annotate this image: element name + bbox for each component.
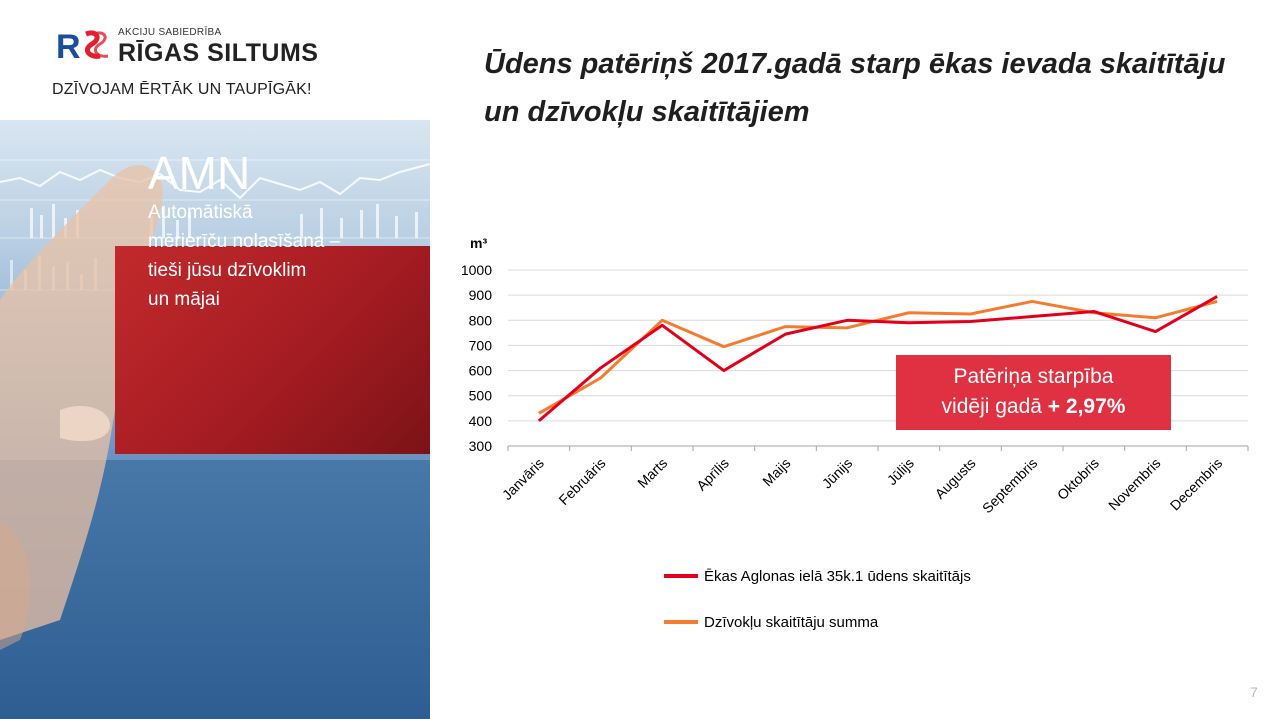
x-tick-label: Septembris: [979, 455, 1040, 516]
x-tick-label: Jūnijs: [819, 455, 856, 492]
callout-percent: + 2,97%: [1047, 395, 1126, 418]
y-tick-label: 300: [469, 438, 493, 454]
callout-line2-prefix: vidēji gadā: [941, 395, 1048, 418]
logo-small-text: AKCIJU SABIEDRĪBA: [118, 27, 222, 38]
y-tick-label: 800: [469, 312, 493, 328]
slide-title: Ūdens patēriņš 2017.gadā starp ēkas ieva…: [484, 48, 1226, 128]
company-logo: R AKCIJU SABIEDRĪBA RĪGAS SILTUMS DZĪVOJ…: [52, 24, 356, 104]
amn-title: AMN: [148, 147, 251, 199]
x-tick-label: Janvāris: [499, 455, 547, 503]
rs-logo-icon: R: [56, 28, 109, 64]
y-tick-label: 400: [469, 413, 493, 429]
y-axis-unit-label: m³: [470, 235, 487, 251]
y-tick-label: 1000: [461, 262, 492, 278]
logo-slogan: DZĪVOJAM ĒRTĀK UN TAUPĪGĀK!: [52, 81, 312, 98]
x-tick-label: Augusts: [932, 455, 979, 502]
x-tick-label: Marts: [634, 455, 670, 491]
legend-swatch-building-meter: [664, 574, 698, 579]
legend-label-apartments-sum: Dzīvokļu skaitītāju summa: [704, 614, 879, 631]
legend-swatch-apartments-sum: [664, 620, 698, 625]
series-line-0: [537, 295, 1218, 422]
x-tick-label: Aprīlis: [693, 455, 732, 494]
legend-item-apartments-sum: Dzīvokļu skaitītāju summa: [664, 614, 878, 638]
svg-text:R: R: [56, 28, 81, 64]
y-tick-label: 500: [469, 388, 493, 404]
callout-line2: vidēji gadā + 2,97%: [896, 392, 1171, 422]
x-tick-label: Maijs: [759, 455, 793, 489]
difference-callout: Patēriņa starpība vidēji gadā + 2,97%: [896, 355, 1171, 430]
page-number: 7: [1250, 684, 1258, 700]
amn-promo-panel: [0, 120, 430, 719]
y-tick-label: 900: [469, 287, 493, 303]
water-consumption-line-chart: m³ 1000 900 800 700 600 500 400 300 Janvāris Feb…: [461, 235, 1249, 516]
x-tick-label: Decembris: [1167, 455, 1226, 514]
legend-label-building-meter: Ēkas Aglonas ielā 35k.1 ūdens skaitītājs: [704, 568, 971, 585]
amn-subtitle: Automātiskā mērierīču nolasīšana – tieši…: [148, 202, 341, 310]
y-tick-label: 700: [469, 337, 493, 353]
y-tick-label: 600: [469, 363, 493, 379]
x-tick-label: Novembris: [1105, 455, 1164, 514]
legend-item-building-meter: Ēkas Aglonas ielā 35k.1 ūdens skaitītājs: [664, 568, 971, 592]
x-tick-label: Jūlijs: [884, 455, 917, 488]
callout-line1: Patēriņa starpība: [953, 365, 1114, 388]
amn-red-box: [115, 246, 430, 454]
x-tick-label: Februāris: [555, 455, 608, 508]
x-tick-label: Oktobris: [1054, 455, 1102, 503]
logo-company-name: RĪGAS SILTUMS: [118, 39, 319, 67]
